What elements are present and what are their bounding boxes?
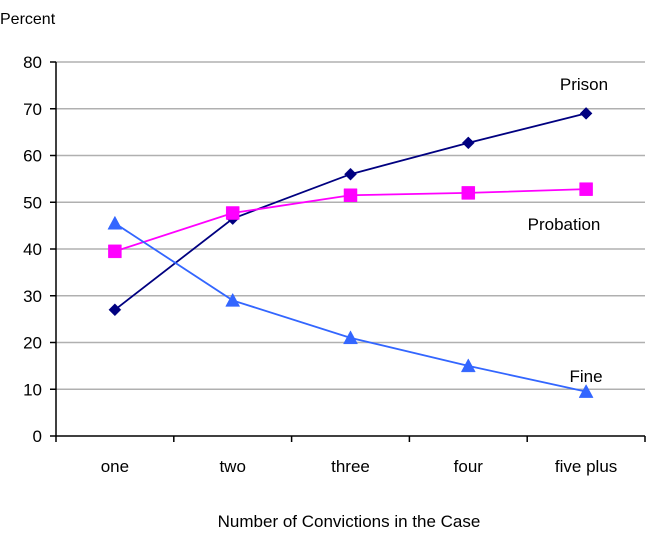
data-point-probation <box>108 244 122 259</box>
y-tick-label: 0 <box>33 427 42 446</box>
series-label-probation: Probation <box>528 215 601 234</box>
data-point-fine <box>107 215 123 230</box>
x-tick-label: two <box>219 457 245 476</box>
x-tick-label: three <box>331 457 370 476</box>
y-tick-label: 80 <box>23 53 42 72</box>
data-point-prison <box>579 107 593 120</box>
x-tick-label: four <box>454 457 484 476</box>
x-tick-label: one <box>101 457 129 476</box>
x-axis-title: Number of Convictions in the Case <box>218 512 481 531</box>
y-tick-label: 60 <box>23 147 42 166</box>
labels: Percent Number of Convictions in the Cas… <box>0 11 608 531</box>
data-point-fine <box>225 292 241 307</box>
series-group <box>107 107 594 398</box>
axes: 0 10 20 30 40 50 60 70 80 one two three four five plu… <box>23 53 646 476</box>
data-point-probation <box>343 188 358 202</box>
data-point-prison <box>344 167 357 181</box>
data-point-probation <box>579 182 593 196</box>
y-tick-label: 20 <box>23 334 42 353</box>
y-tick-label: 70 <box>23 100 42 119</box>
y-axis-title: Percent <box>0 11 56 28</box>
y-tick-label: 50 <box>23 193 42 212</box>
data-point-fine <box>578 384 594 398</box>
data-point-probation <box>225 206 240 220</box>
data-point-fine <box>460 358 476 373</box>
data-point-fine <box>343 330 358 345</box>
series-line-prison <box>114 112 587 311</box>
y-tick-label: 40 <box>23 240 42 259</box>
x-tick-label: five plus <box>555 457 617 476</box>
y-tick-label: 30 <box>23 287 42 306</box>
data-point-prison <box>461 136 475 150</box>
data-point-prison <box>108 303 122 317</box>
series-label-prison: Prison <box>560 75 608 94</box>
y-tick-label: 10 <box>23 380 42 399</box>
series-label-fine: Fine <box>569 367 602 386</box>
data-point-probation <box>461 186 476 200</box>
